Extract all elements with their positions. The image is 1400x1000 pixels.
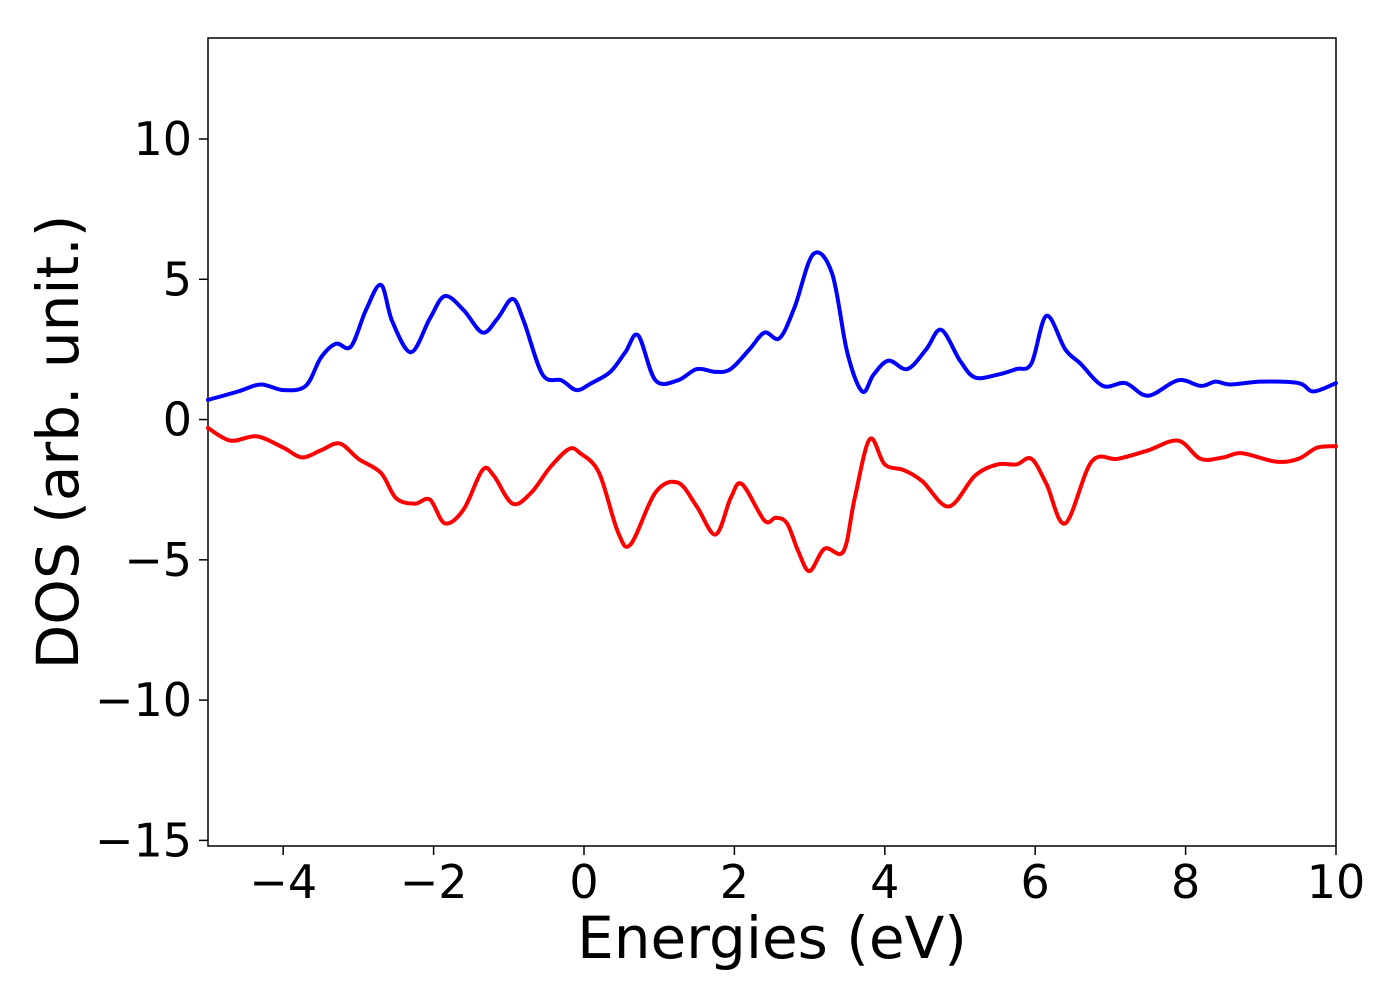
spin-up-line xyxy=(206,250,1338,402)
series-layer xyxy=(206,250,1338,574)
x-axis-label: Energies (eV) xyxy=(577,904,967,972)
x-tick-label: 0 xyxy=(569,855,598,909)
y-tick-label: 0 xyxy=(163,393,192,447)
y-tick-label: −15 xyxy=(95,813,192,867)
axis-ticks: −4 −2 0 2 4 6 8 10 −15 −10 −5 0 5 10 xyxy=(95,112,1365,909)
x-tick-label: 10 xyxy=(1307,855,1366,909)
x-tick-label: −2 xyxy=(400,855,468,909)
y-tick-label: 10 xyxy=(133,112,192,166)
y-tick-label: −5 xyxy=(124,533,192,587)
x-tick-label: 2 xyxy=(720,855,749,909)
y-tick-label: 5 xyxy=(163,252,192,306)
y-tick-label: −10 xyxy=(95,673,192,727)
plot-frame xyxy=(207,37,1337,847)
spin-down-line xyxy=(206,425,1338,574)
x-tick-label: −4 xyxy=(249,855,317,909)
x-tick-label: 4 xyxy=(870,855,899,909)
x-tick-label: 6 xyxy=(1021,855,1050,909)
x-tick-label: 8 xyxy=(1171,855,1200,909)
y-axis-label: DOS (arb. unit.) xyxy=(24,215,92,670)
